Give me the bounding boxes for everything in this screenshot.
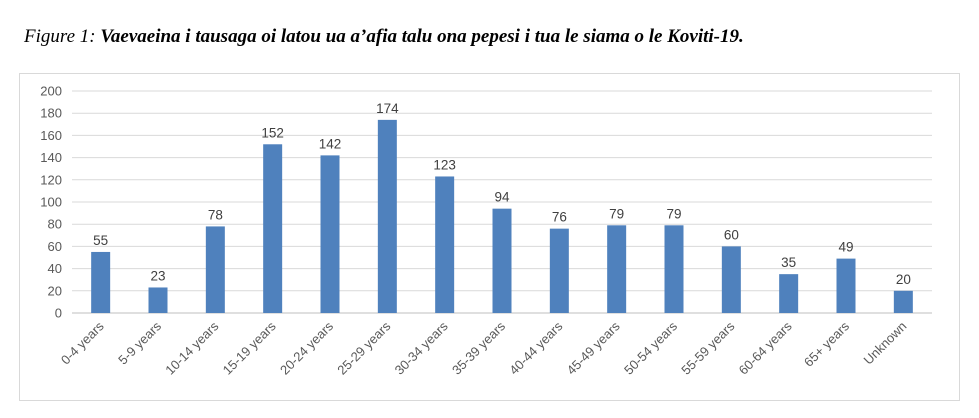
bar [607,225,627,313]
bar [492,208,512,313]
x-tick-label: Unknown [861,319,910,368]
y-tick-label: 0 [55,306,62,321]
bar [320,155,340,313]
y-tick-label: 140 [40,150,62,165]
x-tick-label: 20-24 years [277,318,337,378]
data-label: 174 [376,101,399,116]
x-tick-label: 5-9 years [115,318,164,367]
x-tick-label: 45-49 years [564,318,624,378]
x-tick-label: 15-19 years [220,318,280,378]
figure-caption: Figure 1: Vaevaeina i tausaga oi latou u… [24,26,744,48]
bar [721,246,741,313]
bar [664,225,684,313]
data-label: 123 [433,157,456,172]
data-label: 142 [319,136,342,151]
y-tick-label: 60 [48,239,62,254]
bar [263,144,283,313]
x-tick-label: 40-44 years [506,318,566,378]
data-label: 78 [208,207,223,222]
x-tick-label: 55-59 years [678,318,738,378]
bar [91,251,111,313]
y-tick-label: 180 [40,106,62,121]
data-label: 55 [93,233,108,248]
data-label: 79 [609,206,624,221]
x-tick-label: 50-54 years [621,318,681,378]
data-label: 20 [896,272,911,287]
x-tick-label: 35-39 years [449,318,509,378]
x-tick-label: 65+ years [801,318,853,370]
x-tick-label: 0-4 years [58,318,107,367]
y-tick-label: 120 [40,172,62,187]
x-tick-label: 60-64 years [736,318,796,378]
data-label: 79 [666,206,681,221]
data-label: 35 [781,255,796,270]
x-tick-label: 25-29 years [334,318,394,378]
bar [377,119,397,313]
bar [893,290,913,313]
y-tick-label: 20 [48,283,62,298]
data-label: 152 [261,125,284,140]
y-tick-label: 80 [48,217,62,232]
figure-label: Figure 1: [24,26,101,47]
data-label: 60 [724,227,739,242]
bar [549,228,569,313]
figure-title: Vaevaeina i tausaga oi latou ua a’afia t… [100,26,744,47]
bar [779,274,799,313]
y-tick-label: 100 [40,195,62,210]
data-label: 76 [552,210,567,225]
bar [836,258,856,313]
chart-frame [19,73,960,401]
data-label: 23 [150,268,165,283]
y-tick-label: 40 [48,261,62,276]
bar [435,176,455,313]
x-tick-label: 30-34 years [392,318,452,378]
x-tick-label: 10-14 years [162,318,222,378]
bar [148,287,168,313]
data-label: 49 [838,240,853,255]
bar [205,226,225,313]
y-tick-label: 200 [40,84,62,99]
data-label: 94 [494,190,510,205]
y-tick-label: 160 [40,128,62,143]
